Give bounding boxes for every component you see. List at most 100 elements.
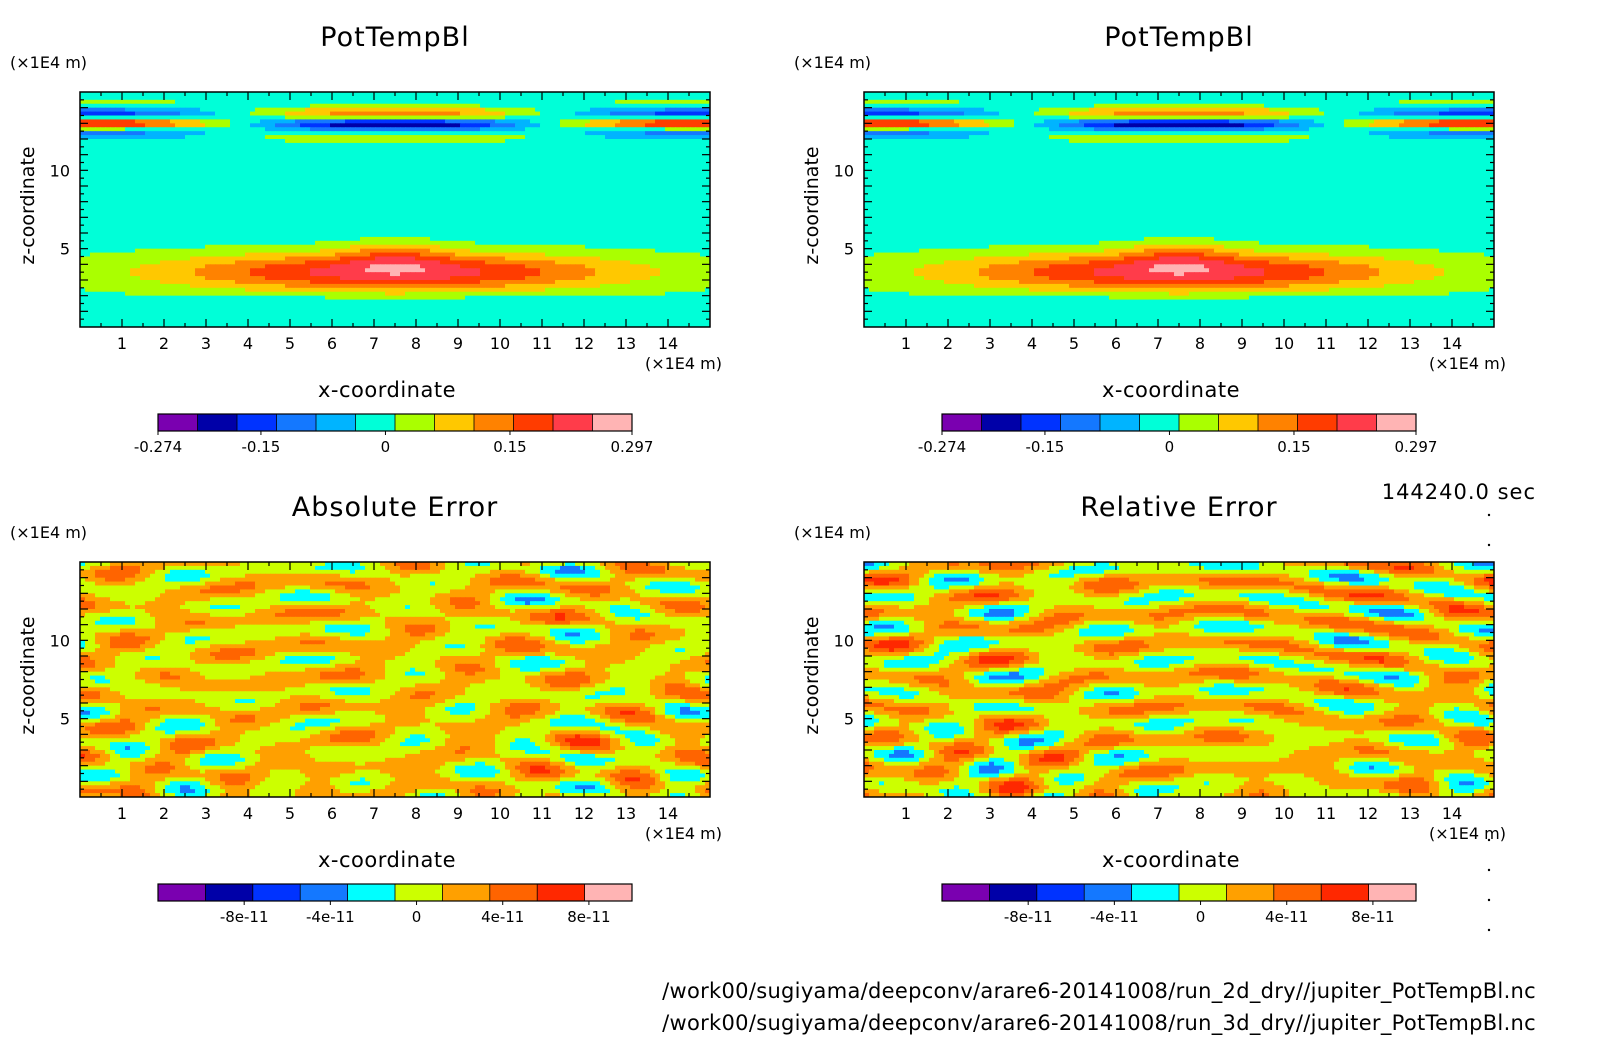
heatmap-cell	[125, 221, 131, 226]
heatmap-cell	[570, 213, 576, 218]
heatmap-cell	[470, 170, 476, 175]
heatmap-cell	[245, 170, 251, 175]
heatmap-cell	[700, 201, 706, 207]
heatmap-cell	[685, 213, 691, 218]
heatmap-cell	[215, 170, 221, 175]
heatmap-cell	[120, 119, 126, 124]
heatmap-cell	[515, 142, 521, 148]
heatmap-cell	[510, 135, 516, 140]
heatmap-cell	[265, 139, 271, 144]
heatmap-cell	[175, 142, 181, 148]
heatmap-cell	[335, 92, 341, 97]
heatmap-cell	[250, 142, 256, 148]
heatmap-cell	[485, 166, 491, 171]
heatmap-cell	[630, 142, 636, 148]
heatmap-cell	[575, 213, 581, 218]
heatmap-cell	[170, 111, 176, 117]
heatmap-cell	[90, 127, 96, 132]
heatmap-cell	[175, 154, 181, 160]
heatmap-cell	[340, 150, 346, 156]
heatmap-cell	[205, 244, 211, 250]
heatmap-cell	[625, 150, 631, 156]
heatmap-cell	[650, 189, 656, 195]
heatmap-cell	[675, 139, 681, 144]
heatmap-cell	[155, 236, 161, 242]
heatmap-cell	[650, 127, 656, 132]
heatmap-cell	[270, 162, 276, 168]
heatmap-cell	[320, 217, 326, 222]
heatmap-cell	[595, 225, 601, 230]
heatmap-cell	[560, 127, 566, 132]
heatmap-cell	[355, 244, 361, 250]
heatmap-cell	[550, 213, 556, 218]
heatmap-cell	[665, 213, 671, 218]
heatmap-cell	[170, 209, 176, 215]
heatmap-cell	[665, 150, 671, 156]
heatmap-cell	[625, 127, 631, 132]
heatmap-cell	[315, 229, 321, 234]
heatmap-cell	[645, 186, 651, 191]
heatmap-cell	[315, 103, 321, 109]
heatmap-cell	[665, 229, 671, 234]
heatmap-cell	[425, 193, 431, 199]
heatmap-cell	[475, 217, 481, 222]
heatmap-cell	[500, 95, 506, 101]
heatmap-cell	[415, 178, 421, 183]
heatmap-cell	[240, 142, 246, 148]
heatmap-cell	[545, 229, 551, 234]
heatmap-cell	[185, 186, 191, 191]
heatmap-cell	[180, 244, 186, 250]
heatmap-cell	[550, 240, 556, 246]
heatmap-cell	[465, 150, 471, 156]
heatmap-cell	[195, 158, 201, 164]
heatmap-cell	[175, 217, 181, 222]
heatmap-cell	[610, 146, 616, 152]
heatmap-cell	[105, 193, 111, 199]
heatmap-cell	[395, 201, 401, 207]
heatmap-cell	[620, 166, 626, 171]
heatmap-cell	[485, 119, 491, 124]
heatmap-cell	[380, 170, 386, 175]
heatmap-cell	[545, 217, 551, 222]
heatmap-cell	[200, 139, 206, 144]
heatmap-cell	[460, 107, 466, 113]
heatmap-cell	[105, 244, 111, 250]
heatmap-cell	[615, 166, 621, 171]
heatmap-cell	[335, 150, 341, 156]
heatmap-cell	[625, 154, 631, 160]
heatmap-cell	[195, 115, 201, 121]
heatmap-cell	[365, 244, 371, 250]
heatmap-cell	[230, 115, 236, 121]
heatmap-cell	[360, 178, 366, 183]
heatmap-cell	[640, 229, 646, 234]
heatmap-cell	[105, 233, 111, 238]
heatmap-cell	[365, 186, 371, 191]
heatmap-cell	[170, 150, 176, 156]
heatmap-cell	[285, 103, 291, 109]
heatmap-cell	[615, 142, 621, 148]
heatmap-cell	[610, 107, 616, 113]
heatmap-cell	[475, 135, 481, 140]
heatmap-cell	[85, 170, 91, 175]
heatmap-cell	[500, 201, 506, 207]
heatmap-cell	[535, 135, 541, 140]
heatmap-cell	[125, 99, 131, 105]
heatmap-cell	[155, 233, 161, 238]
heatmap-cell	[120, 146, 126, 152]
heatmap-cell	[695, 182, 701, 187]
heatmap-cell	[330, 186, 336, 191]
heatmap-cell	[665, 115, 671, 121]
heatmap-cell	[525, 99, 531, 105]
heatmap-cell	[405, 119, 411, 124]
heatmap-cell	[150, 174, 156, 179]
heatmap-cell	[365, 193, 371, 199]
heatmap-cell	[260, 92, 266, 97]
heatmap-cell	[450, 225, 456, 230]
heatmap-cell	[570, 201, 576, 207]
heatmap-cell	[90, 146, 96, 152]
heatmap-cell	[645, 142, 651, 148]
heatmap-cell	[265, 178, 271, 183]
heatmap-cell	[330, 111, 336, 117]
heatmap-cell	[600, 142, 606, 148]
heatmap-cell	[260, 205, 266, 211]
